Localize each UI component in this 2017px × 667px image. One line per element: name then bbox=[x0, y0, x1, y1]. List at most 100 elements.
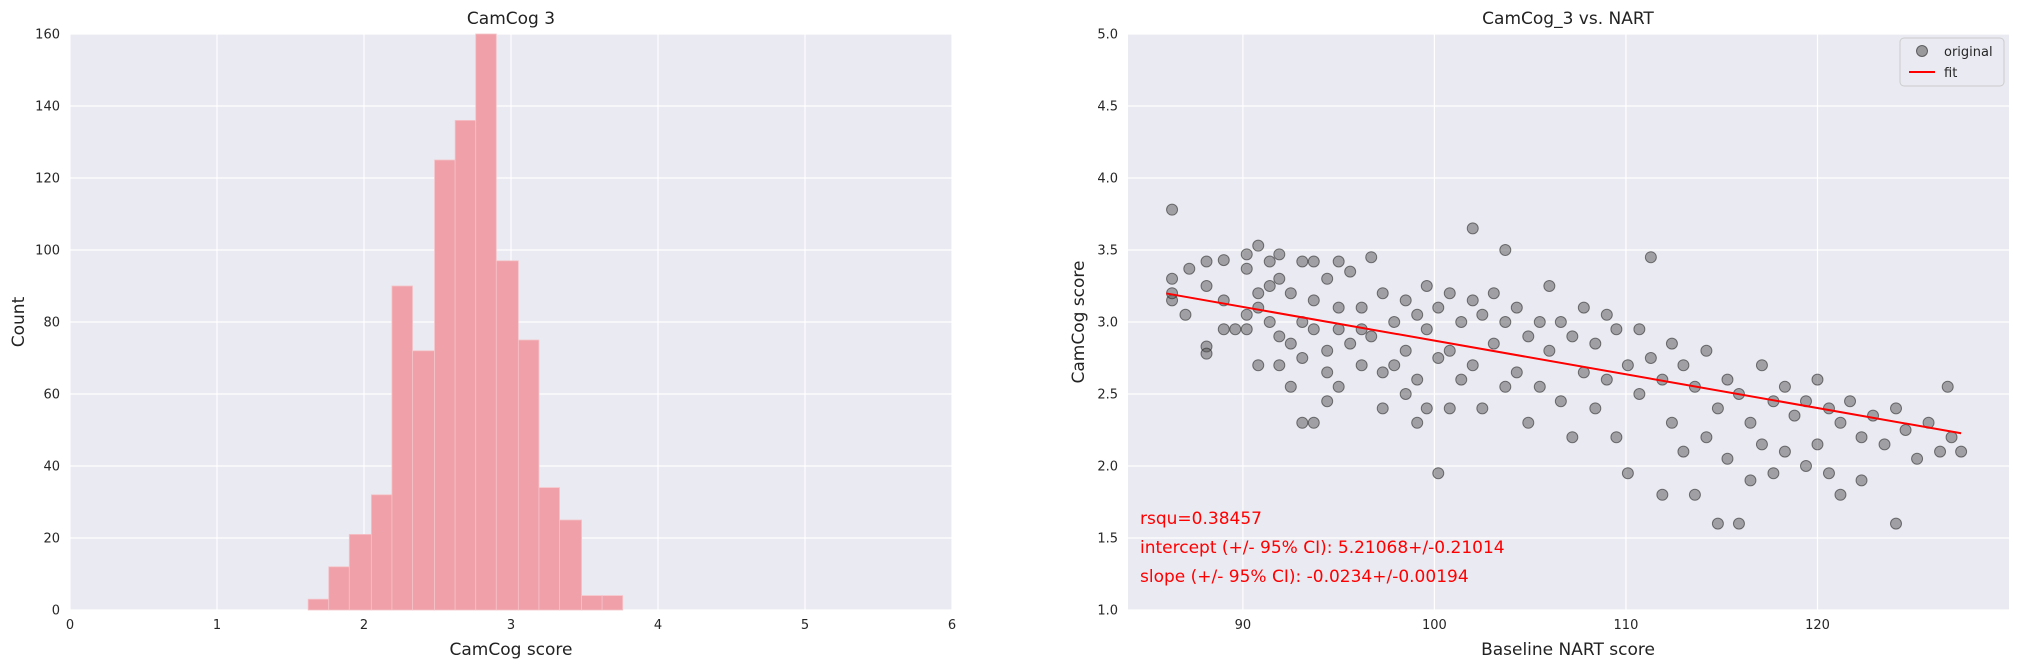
histogram-y-tick-label: 0 bbox=[52, 604, 60, 619]
scatter-point bbox=[1890, 402, 1903, 415]
scatter-point bbox=[1355, 301, 1368, 314]
histogram-bar bbox=[370, 494, 393, 611]
scatter-point bbox=[1432, 301, 1445, 314]
scatter-point bbox=[1700, 431, 1713, 444]
scatter-point bbox=[1610, 431, 1623, 444]
scatter-point bbox=[1934, 445, 1947, 458]
scatter-y-ticks: 1.0 1.5 2.0 2.5 3.0 3.5 4.0 4.5 5.0 bbox=[1097, 28, 1118, 619]
scatter-point bbox=[1200, 280, 1213, 292]
histogram-bar bbox=[391, 285, 413, 611]
scatter-point bbox=[1420, 323, 1433, 336]
scatter-point bbox=[1945, 431, 1958, 444]
scatter-point bbox=[1365, 251, 1378, 264]
scatter-point bbox=[1411, 308, 1424, 321]
scatter-point bbox=[1284, 337, 1297, 350]
scatter-point bbox=[1721, 452, 1734, 465]
scatter-point bbox=[1355, 359, 1368, 372]
scatter-y-tick-label: 3.5 bbox=[1097, 244, 1118, 259]
histogram-x-tick-label: 0 bbox=[66, 618, 74, 633]
scatter-y-tick-label: 2.0 bbox=[1097, 460, 1118, 475]
legend: original fit bbox=[1899, 37, 2005, 87]
scatter-point bbox=[1252, 287, 1265, 300]
histogram-bar bbox=[601, 595, 624, 611]
scatter-point bbox=[1376, 287, 1389, 300]
scatter-point bbox=[1577, 301, 1590, 314]
scatter-point bbox=[1890, 517, 1903, 530]
histogram-y-tick-label: 120 bbox=[35, 172, 60, 187]
histogram-bar bbox=[581, 595, 603, 611]
scatter-point bbox=[1411, 373, 1424, 386]
histogram-x-tick-label: 2 bbox=[360, 618, 368, 633]
scatter-title: CamCog_3 vs. NART bbox=[1482, 9, 1654, 29]
scatter-x-tick-label: 120 bbox=[1805, 618, 1830, 633]
scatter-point bbox=[1252, 301, 1265, 314]
scatter-panel: 90 100 110 120 1.01.52.02.53.03.54.04.55.0 … bbox=[1069, 9, 2009, 660]
scatter-point bbox=[1229, 323, 1242, 336]
histogram-bar bbox=[328, 566, 350, 611]
scatter-point bbox=[1466, 294, 1479, 307]
scatter-point bbox=[1677, 359, 1690, 372]
scatter-point bbox=[1476, 402, 1489, 415]
histogram-x-tick-label: 3 bbox=[507, 618, 515, 633]
scatter-point bbox=[1811, 438, 1824, 451]
scatter-point bbox=[1284, 287, 1297, 300]
scatter-point bbox=[1499, 244, 1512, 256]
scatter-point bbox=[1399, 388, 1412, 400]
scatter-point bbox=[1455, 316, 1468, 328]
scatter-point bbox=[1240, 308, 1253, 321]
scatter-point bbox=[1443, 402, 1456, 415]
scatter-point bbox=[1321, 395, 1334, 408]
scatter-point bbox=[1240, 323, 1253, 336]
scatter-point bbox=[1443, 344, 1456, 357]
scatter-point bbox=[1399, 344, 1412, 357]
scatter-point bbox=[1466, 222, 1479, 235]
scatter-point bbox=[1711, 402, 1724, 415]
scatter-point bbox=[1344, 265, 1357, 278]
scatter-point bbox=[1466, 359, 1479, 372]
fit-line bbox=[1166, 292, 1962, 435]
scatter-point bbox=[1399, 294, 1412, 307]
scatter-y-tick-label: 3.0 bbox=[1097, 316, 1118, 331]
scatter-point bbox=[1332, 301, 1345, 314]
histogram-bar bbox=[538, 487, 560, 611]
scatter-point bbox=[1388, 359, 1401, 372]
scatter-point bbox=[1166, 203, 1179, 216]
scatter-point bbox=[1487, 337, 1500, 350]
scatter-point bbox=[1600, 308, 1613, 321]
annotation-intercept: intercept (+/- 95% CI): 5.21068+/-0.2101… bbox=[1140, 538, 1505, 558]
scatter-point bbox=[1811, 373, 1824, 386]
scatter-x-tick-label: 110 bbox=[1614, 618, 1639, 633]
scatter-point bbox=[1554, 316, 1567, 328]
scatter-y-tick-label: 4.0 bbox=[1097, 172, 1118, 187]
scatter-point bbox=[1633, 323, 1646, 336]
scatter-point bbox=[1217, 323, 1230, 336]
scatter-point bbox=[1432, 352, 1445, 364]
scatter-point bbox=[1799, 460, 1812, 472]
scatter-point bbox=[1411, 416, 1424, 429]
scatter-point bbox=[1610, 323, 1623, 336]
scatter-point bbox=[1307, 294, 1320, 307]
scatter-points bbox=[1166, 203, 1968, 530]
scatter-point bbox=[1183, 262, 1196, 275]
scatter-point bbox=[1388, 316, 1401, 328]
scatter-point bbox=[1844, 395, 1857, 408]
scatter-y-tick-label: 1.5 bbox=[1097, 532, 1118, 547]
scatter-x-tick-label: 90 bbox=[1235, 618, 1252, 633]
scatter-point bbox=[1589, 402, 1602, 415]
scatter-point bbox=[1665, 416, 1678, 429]
scatter-point bbox=[1633, 388, 1646, 400]
scatter-point bbox=[1788, 409, 1801, 422]
histogram-bar bbox=[307, 598, 330, 611]
histogram-bar bbox=[454, 120, 477, 611]
scatter-point bbox=[1522, 416, 1535, 429]
scatter-point bbox=[1955, 445, 1968, 458]
scatter-point bbox=[1166, 272, 1179, 285]
scatter-point bbox=[1510, 301, 1523, 314]
legend-original-marker bbox=[1916, 45, 1928, 57]
scatter-point bbox=[1600, 373, 1613, 386]
scatter-point bbox=[1855, 431, 1868, 444]
scatter-point bbox=[1744, 416, 1757, 429]
scatter-point bbox=[1240, 262, 1253, 275]
scatter-point bbox=[1332, 380, 1345, 393]
